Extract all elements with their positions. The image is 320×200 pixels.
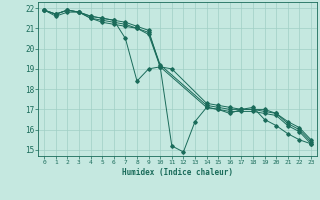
X-axis label: Humidex (Indice chaleur): Humidex (Indice chaleur) (122, 168, 233, 177)
